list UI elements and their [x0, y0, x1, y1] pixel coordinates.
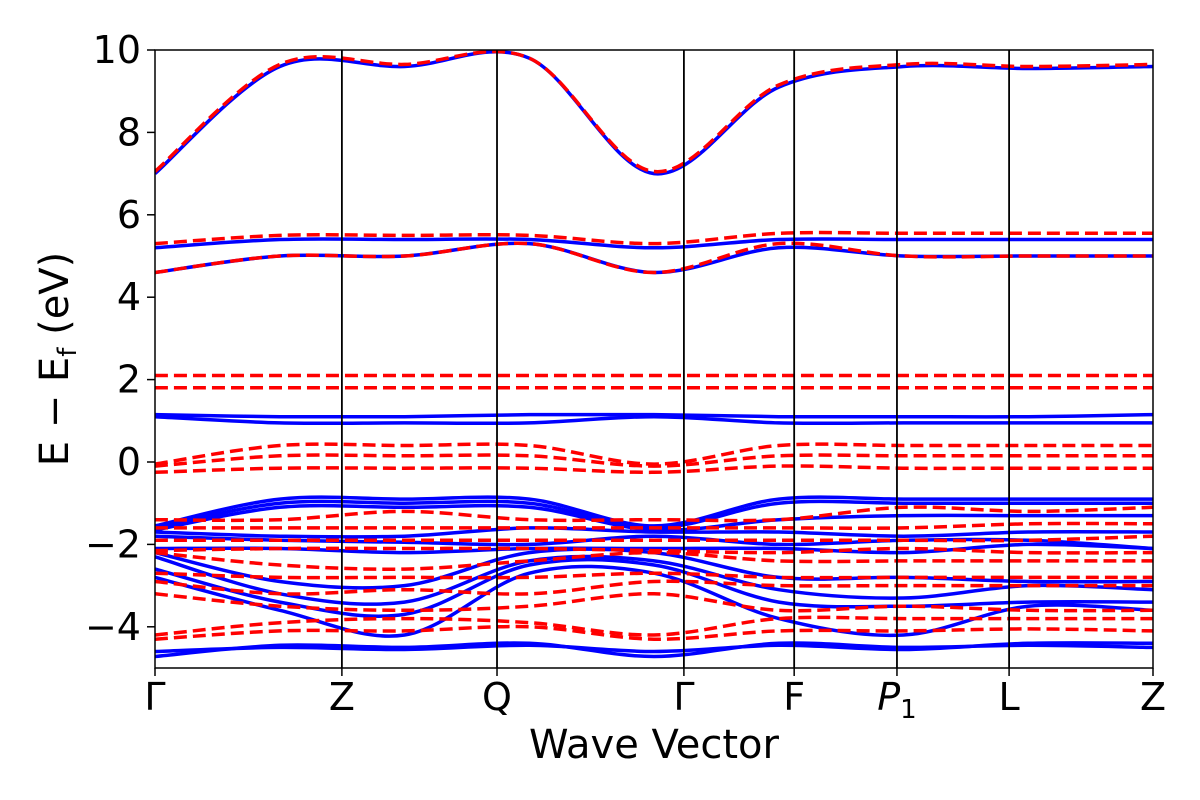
solid-band-line: [155, 50, 1153, 176]
y-axis-title-sub: f: [53, 347, 83, 357]
dashed-band-line: [155, 592, 1153, 613]
y-axis-title-tail: (eV): [32, 252, 78, 348]
dashed-band-line: [155, 230, 1153, 246]
dashed-band-line: [155, 615, 1153, 637]
dashed-band-line: [155, 550, 1153, 571]
solid-band-line: [155, 237, 1153, 250]
x-tick-label: F: [783, 675, 805, 719]
dashed-band-line: [155, 624, 1153, 641]
dashed-band-line: [155, 534, 1153, 543]
x-tick-label: L: [999, 675, 1020, 719]
x-tick-label: Z: [1140, 675, 1166, 719]
x-tick-label: Γ: [673, 675, 694, 719]
y-ticks: −4 −2 0 2 4 6 8 10: [85, 28, 155, 649]
x-tick-label: Q: [482, 675, 512, 719]
dashed-band-line: [155, 453, 1153, 468]
dashed-band-line: [155, 571, 1153, 580]
y-tick-label: 4: [117, 275, 141, 319]
dashed-band-line: [155, 241, 1153, 275]
solid-band-line: [155, 503, 1153, 533]
dashed-band-line: [155, 442, 1153, 466]
y-tick-label: 0: [117, 440, 141, 484]
y-tick-label: 2: [117, 358, 141, 402]
plot-frame: [154, 49, 1154, 669]
dashed-band-line: [155, 464, 1153, 475]
bands-layer: [155, 50, 1153, 659]
solid-band-line: [155, 526, 1153, 539]
dashed-band-line: [155, 50, 1153, 174]
dashed-band-line: [155, 546, 1153, 555]
x-tick-label: P1: [877, 675, 916, 725]
y-tick-label: −4: [85, 605, 141, 649]
x-tick-label: Γ: [144, 675, 165, 719]
dashed-band-line: [155, 579, 1153, 596]
y-axis-title-main: E − E: [32, 357, 78, 467]
kpoint-lines: [340, 50, 1010, 668]
y-tick-label: −2: [85, 522, 141, 566]
y-axis-title: E − Ef (eV): [32, 252, 83, 467]
x-axis-title: Wave Vector: [529, 722, 780, 768]
y-tick-label: 10: [93, 28, 141, 72]
solid-band-line: [155, 412, 1153, 419]
dashed-band-line: [155, 505, 1153, 523]
solid-band-line: [155, 641, 1153, 654]
x-ticks: Γ Z Q Γ F P1 L Z: [144, 668, 1166, 725]
solid-band-line: [155, 495, 1153, 528]
solid-band-line: [155, 554, 1153, 606]
y-tick-label: 6: [117, 193, 141, 237]
x-tick-label: Z: [329, 675, 355, 719]
dashed-band-line: [155, 521, 1153, 530]
solid-band-line: [155, 414, 1153, 426]
y-tick-label: 8: [117, 110, 141, 154]
